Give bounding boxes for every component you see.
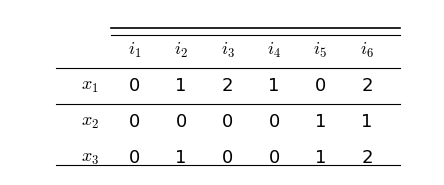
Text: 0: 0 [129,149,140,166]
Text: 0: 0 [268,149,280,166]
Text: 1: 1 [175,149,187,166]
Text: 0: 0 [175,113,187,131]
Text: $x_3$: $x_3$ [81,149,99,166]
Text: $x_2$: $x_2$ [81,113,99,131]
Text: $i_3$: $i_3$ [221,41,234,60]
Text: 1: 1 [361,113,373,131]
Text: 2: 2 [361,149,373,166]
Text: $i_6$: $i_6$ [360,41,374,60]
Text: 0: 0 [315,77,326,95]
Text: 0: 0 [222,113,233,131]
Text: 1: 1 [315,149,326,166]
Text: $i_4$: $i_4$ [267,41,281,60]
Text: 1: 1 [315,113,326,131]
Text: $i_5$: $i_5$ [313,41,327,60]
Text: 1: 1 [268,77,280,95]
Text: $x_1$: $x_1$ [81,77,99,95]
Text: 2: 2 [222,77,233,95]
Text: 0: 0 [268,113,280,131]
Text: $i_1$: $i_1$ [128,41,142,60]
Text: 0: 0 [222,149,233,166]
Text: 2: 2 [361,77,373,95]
Text: $i_2$: $i_2$ [174,41,188,60]
Text: 0: 0 [129,77,140,95]
Text: 0: 0 [129,113,140,131]
Text: 1: 1 [175,77,187,95]
